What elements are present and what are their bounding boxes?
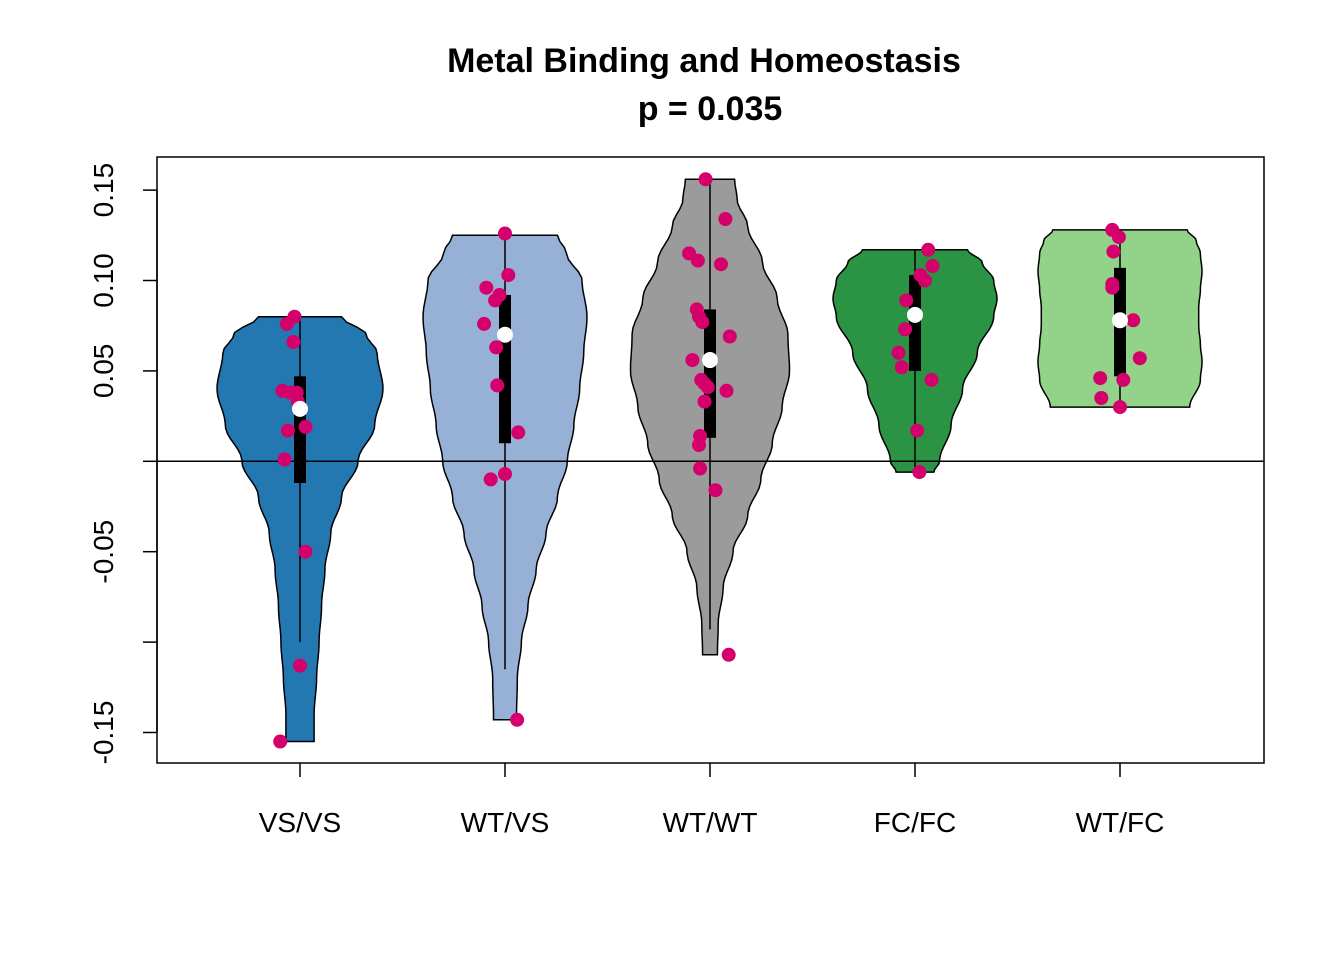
- y-tick-label-4: -0.05: [88, 520, 119, 584]
- data-point-wt-fc-7: [1093, 371, 1108, 386]
- data-point-wt-wt-12: [719, 383, 734, 398]
- data-point-vs-vs-11: [293, 658, 307, 673]
- data-point-fc-fc-8: [924, 372, 939, 387]
- data-point-vs-vs-9: [277, 452, 292, 467]
- data-point-fc-fc-6: [891, 345, 906, 360]
- box-wt-vs: [499, 294, 511, 444]
- data-point-vs-vs-12: [273, 734, 288, 749]
- data-point-wt-fc-5: [1126, 313, 1141, 328]
- data-point-wt-vs-9: [498, 467, 512, 481]
- data-point-fc-fc-5: [898, 322, 913, 337]
- data-point-fc-fc-1: [925, 259, 940, 273]
- y-tick-label-1: 0.10: [88, 253, 119, 308]
- y-tick-label-2: 0.05: [88, 344, 119, 399]
- data-point-wt-wt-7: [695, 315, 710, 330]
- data-point-wt-wt-13: [697, 376, 712, 391]
- median-marker-vs-vs: [292, 400, 308, 417]
- data-point-wt-vs-1: [501, 268, 516, 283]
- data-point-wt-vs-8: [511, 425, 526, 440]
- data-point-fc-fc-7: [894, 360, 909, 375]
- box-wt-wt: [704, 309, 716, 438]
- x-tick-label-vs-vs: VS/VS: [259, 807, 341, 838]
- data-point-wt-wt-1: [718, 212, 733, 226]
- x-tick-label-wt-fc: WT/FC: [1076, 807, 1165, 838]
- x-tick-label-wt-wt: WT/WT: [663, 807, 758, 838]
- data-point-wt-fc-2: [1106, 244, 1121, 259]
- data-point-vs-vs-10: [298, 544, 313, 559]
- chart-title: Metal Binding and Homeostasis: [447, 42, 961, 80]
- data-point-fc-fc-3: [917, 273, 932, 288]
- data-point-wt-vs-11: [510, 712, 525, 727]
- data-point-vs-vs-1: [279, 316, 294, 331]
- x-tick-label-wt-vs: WT/VS: [461, 807, 550, 838]
- median-marker-wt-wt: [702, 352, 718, 369]
- data-point-fc-fc-0: [921, 242, 936, 257]
- data-point-wt-fc-10: [1113, 400, 1127, 415]
- data-point-wt-vs-5: [477, 316, 492, 331]
- data-point-wt-vs-10: [483, 472, 498, 487]
- data-point-wt-wt-17: [693, 461, 708, 476]
- data-point-fc-fc-10: [912, 465, 927, 480]
- data-point-wt-fc-9: [1094, 391, 1109, 405]
- data-point-wt-vs-7: [490, 378, 505, 393]
- box-fc-fc: [909, 275, 921, 371]
- axes-layer: VS/VS WT/VS WT/WT FC/FC WT/FC 0.15 0.10 0.05 -0.…: [88, 163, 1164, 838]
- plot-frame: [156, 156, 1265, 764]
- data-point-wt-fc-4: [1105, 280, 1120, 295]
- data-point-wt-wt-4: [714, 257, 728, 272]
- data-point-wt-wt-16: [692, 438, 706, 452]
- y-tick-label-6: -0.15: [88, 701, 119, 765]
- median-marker-wt-vs: [497, 326, 513, 343]
- data-point-wt-fc-1: [1111, 230, 1126, 245]
- data-point-wt-fc-6: [1132, 351, 1147, 366]
- data-point-wt-vs-6: [489, 340, 504, 355]
- data-point-wt-vs-4: [488, 293, 503, 308]
- median-layer: [292, 306, 1128, 417]
- x-tick-label-fc-fc: FC/FC: [874, 807, 956, 838]
- data-point-wt-wt-0: [698, 172, 713, 187]
- data-point-vs-vs-8: [298, 419, 313, 434]
- median-marker-wt-fc: [1112, 312, 1128, 329]
- data-point-wt-wt-14: [697, 394, 712, 409]
- chart-subtitle: p = 0.035: [638, 90, 783, 128]
- median-marker-fc-fc: [907, 306, 923, 323]
- data-point-wt-wt-3: [690, 253, 705, 268]
- point-layer: [273, 172, 1147, 749]
- y-tick-label-0: 0.15: [88, 163, 119, 218]
- data-point-vs-vs-2: [286, 335, 301, 349]
- data-point-wt-fc-8: [1116, 372, 1131, 387]
- data-point-wt-wt-19: [721, 647, 736, 662]
- box-layer: [294, 179, 1126, 670]
- data-point-fc-fc-9: [910, 423, 925, 438]
- data-point-vs-vs-7: [280, 423, 295, 438]
- data-point-wt-wt-8: [722, 329, 737, 344]
- data-point-wt-wt-9: [685, 353, 700, 368]
- data-point-wt-vs-2: [479, 280, 494, 295]
- data-point-wt-wt-18: [708, 483, 723, 498]
- data-point-fc-fc-4: [899, 293, 914, 308]
- data-point-wt-vs-0: [498, 226, 512, 241]
